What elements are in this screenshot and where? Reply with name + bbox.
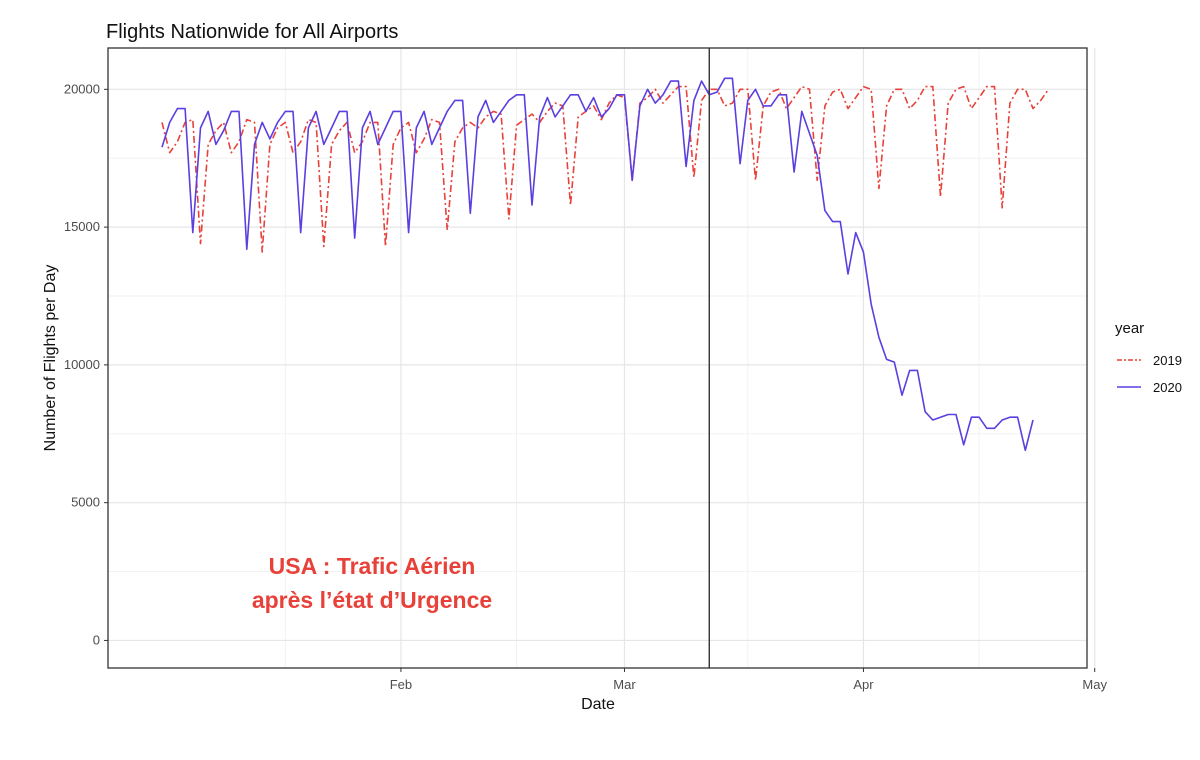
legend-title: year [1115, 320, 1144, 337]
y-axis-label: Number of Flights per Day [42, 265, 59, 452]
series-lines [161, 77, 1050, 452]
y-tick-label: 20000 [64, 81, 100, 96]
x-tick-label: Feb [390, 677, 412, 692]
legend-label-2020: 2020 [1153, 380, 1182, 395]
plot-panel-border [107, 47, 1088, 669]
annotation-line-2: après l’état d’Urgence [252, 587, 492, 613]
y-tick-label: 10000 [64, 357, 100, 372]
y-tick-label: 0 [93, 632, 100, 647]
x-tick-label: Apr [853, 677, 874, 692]
series-line-2019 [161, 85, 1050, 253]
series-line-2020 [161, 77, 1034, 452]
chart-title: Flights Nationwide for All Airports [106, 21, 398, 43]
x-tick-label: Mar [613, 677, 636, 692]
legend-label-2019: 2019 [1153, 353, 1182, 368]
annotation-line-1: USA : Trafic Aérien [269, 553, 476, 579]
y-tick-label: 5000 [71, 495, 100, 510]
x-tick-label: May [1082, 677, 1107, 692]
legend: year 2019 2020 [1115, 320, 1182, 395]
y-tick-label: 15000 [64, 219, 100, 234]
x-axis-label: Date [581, 696, 615, 713]
axis-ticks: 0 5000 10000 15000 20000 Feb Mar Apr May [64, 81, 1108, 692]
